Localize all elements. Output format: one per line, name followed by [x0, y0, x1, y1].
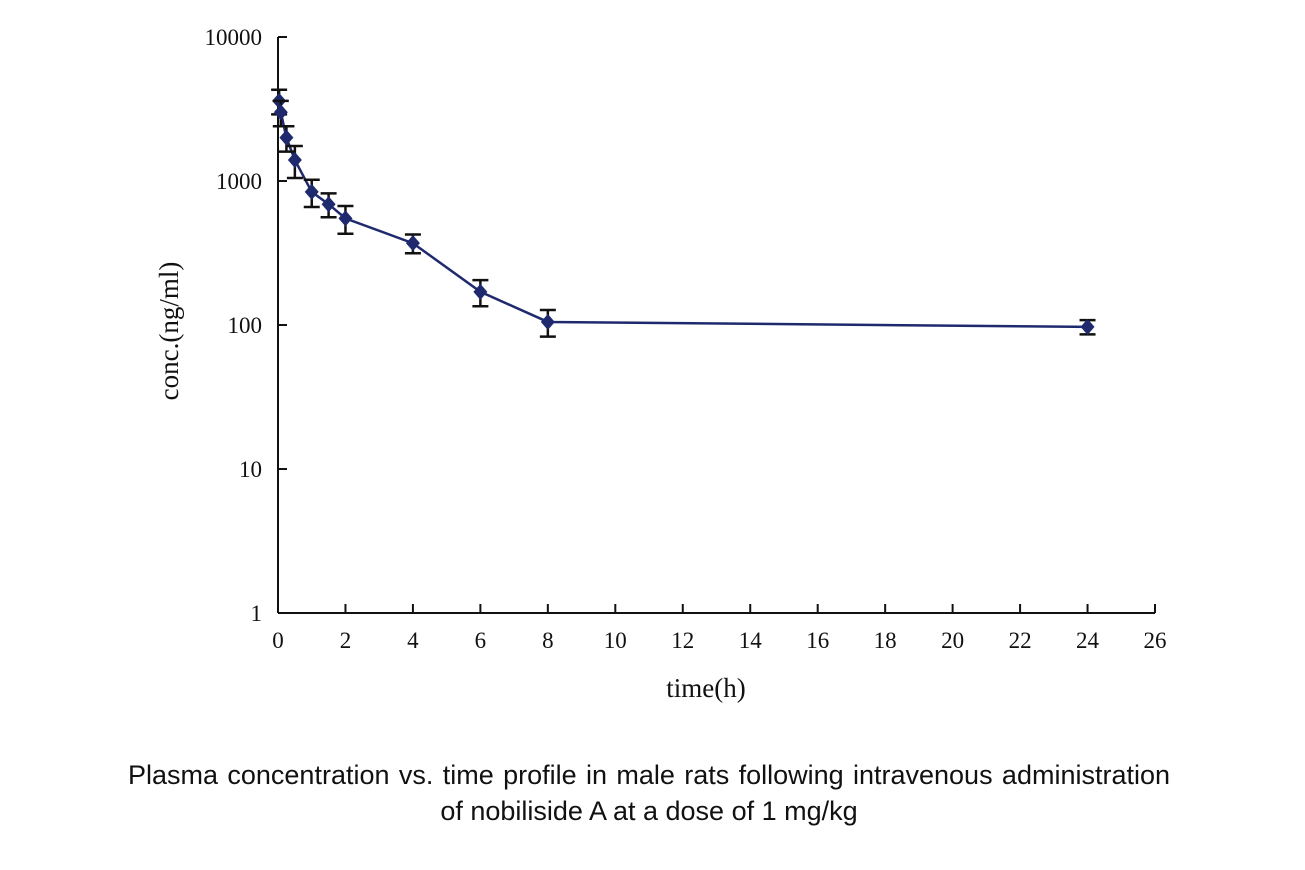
x-axis-label: time(h) [666, 673, 745, 703]
x-tick-label: 0 [272, 628, 284, 653]
data-point [321, 196, 336, 213]
y-axis-label: conc.(ng/ml) [154, 262, 184, 401]
y-tick-label: 1000 [216, 169, 262, 194]
data-line [277, 100, 1088, 329]
data-point [287, 151, 302, 168]
x-tick-label: 22 [1009, 628, 1032, 653]
x-tick-label: 20 [941, 628, 964, 653]
data-point [304, 183, 319, 200]
y-tick-label: 100 [228, 313, 263, 338]
x-tick-label: 8 [542, 628, 554, 653]
x-tick-label: 26 [1144, 628, 1167, 653]
x-tick-label: 12 [671, 628, 694, 653]
data-point [1080, 318, 1095, 335]
data-point [338, 210, 353, 227]
x-tick-label: 24 [1076, 628, 1100, 653]
data-point [473, 283, 488, 300]
y-tick-label: 10000 [205, 25, 263, 50]
data-point [279, 129, 294, 146]
data-point [540, 313, 555, 330]
x-tick-label: 14 [739, 628, 763, 653]
caption: Plasma concentration vs. time profile in… [128, 760, 1170, 826]
x-tick-label: 16 [806, 628, 829, 653]
x-tick-label: 6 [475, 628, 487, 653]
y-tick-label: 10 [239, 457, 262, 482]
data-point [405, 235, 420, 252]
x-tick-label: 2 [340, 628, 352, 653]
data-point [273, 104, 288, 121]
y-tick-label: 1 [251, 601, 263, 626]
x-tick-label: 4 [407, 628, 419, 653]
x-tick-label: 10 [604, 628, 627, 653]
x-tick-label: 18 [874, 628, 897, 653]
